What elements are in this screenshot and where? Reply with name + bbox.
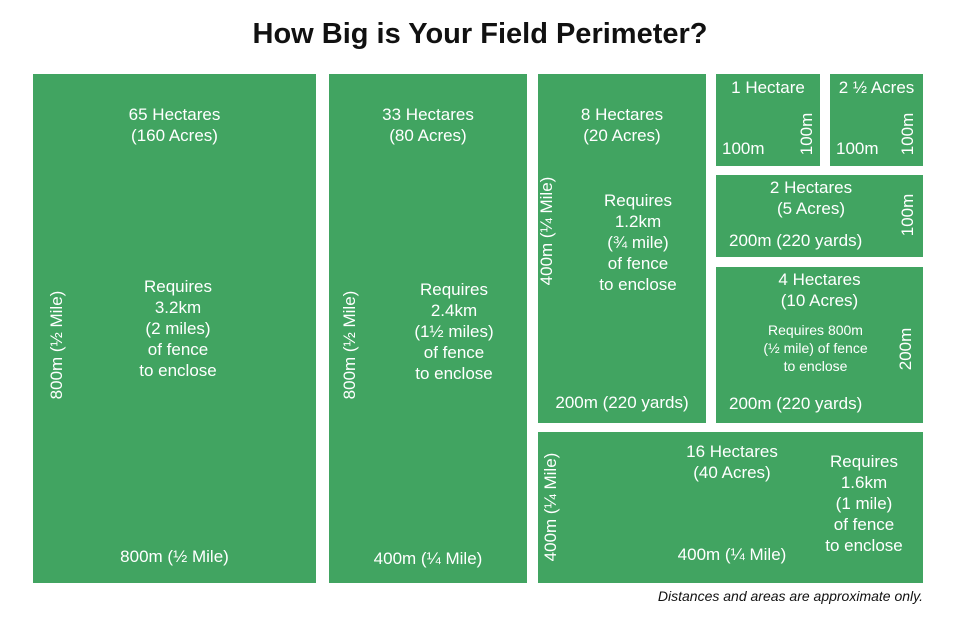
bottom-length: 800m (½ Mile) <box>120 547 229 566</box>
page-title: How Big is Your Field Perimeter? <box>252 18 708 50</box>
field-2-5-acres: 2 ½ Acres 100m 100m <box>830 74 923 166</box>
side-length: 100m <box>898 112 917 156</box>
area-label: 4 Hectares (10 Acres) <box>778 270 861 310</box>
field-33-hectares: 33 Hectares (80 Acres) Requires 2.4km (1… <box>329 74 527 583</box>
bottom-length: 100m <box>836 139 879 158</box>
field-2-hectares: 2 Hectares (5 Acres) 200m (220 yards) 10… <box>716 175 923 257</box>
area-label: 33 Hectares (80 Acres) <box>382 105 474 145</box>
fence-label: Requires 3.2km (2 miles) of fence to enc… <box>139 277 217 380</box>
area-label: 8 Hectares (20 Acres) <box>580 105 664 145</box>
bottom-length: 200m (220 yards) <box>729 394 863 413</box>
field-8-hectares: 8 Hectares (20 Acres) Requires 1.2km (¾ … <box>537 74 706 423</box>
fence-label: Requires 800m (½ mile) of fence to enclo… <box>763 322 868 374</box>
side-length: 200m <box>896 327 915 371</box>
fence-label: Requires 1.2km (¾ mile) of fence to encl… <box>599 191 677 294</box>
area-label: 16 Hectares (40 Acres) <box>686 442 778 482</box>
bottom-length: 200m (220 yards) <box>729 231 863 250</box>
field-65-hectares: 65 Hectares (160 Acres) Requires 3.2km (… <box>33 74 316 583</box>
bottom-length: 400m (¼ Mile) <box>677 545 787 564</box>
field-16-hectares: 16 Hectares (40 Acres) Requires 1.6km (1… <box>538 432 923 583</box>
side-length: 800m (½ Mile) <box>47 290 66 400</box>
fence-label: Requires 2.4km (1½ miles) of fence to en… <box>414 280 494 383</box>
bottom-length: 400m (¼ Mile) <box>373 549 483 568</box>
area-label: 1 Hectare <box>731 78 805 97</box>
side-length: 800m (½ Mile) <box>340 290 359 400</box>
side-length: 100m <box>898 193 917 237</box>
fence-label: Requires 1.6km (1 mile) of fence to encl… <box>825 452 903 555</box>
bottom-length: 100m <box>722 139 765 158</box>
area-label: 2 Hectares (5 Acres) <box>769 178 853 218</box>
field-4-hectares: 4 Hectares (10 Acres) Requires 800m (½ m… <box>716 267 923 423</box>
side-length: 400m (¼ Mile) <box>541 452 560 562</box>
disclaimer-note: Distances and areas are approximate only… <box>657 588 923 604</box>
area-label: 65 Hectares (160 Acres) <box>128 105 221 145</box>
field-1-hectare: 1 Hectare 100m 100m <box>716 74 820 166</box>
side-length: 100m <box>797 112 816 156</box>
bottom-length: 200m (220 yards) <box>555 393 689 412</box>
side-length: 400m (¼ Mile) <box>537 176 556 286</box>
area-label: 2 ½ Acres <box>838 78 915 97</box>
